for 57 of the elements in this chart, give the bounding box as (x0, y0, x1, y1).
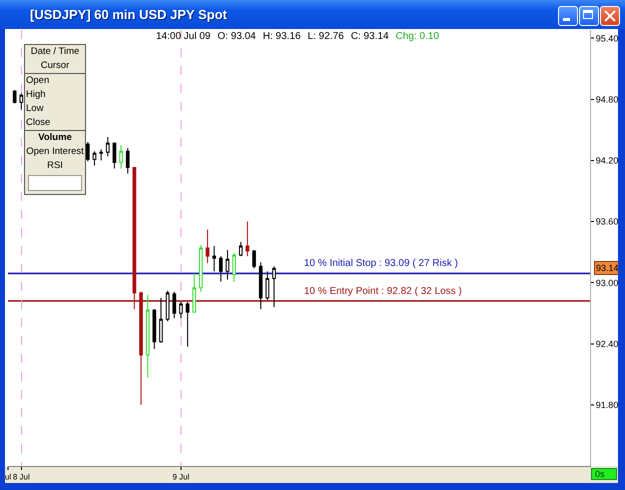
y-tick-label: 93.60 (596, 216, 618, 227)
annotation: L: 92.76 (308, 31, 344, 43)
annotation: 14:00 Jul 09 (156, 31, 210, 43)
candlestick (232, 252, 236, 282)
candlestick (226, 250, 230, 280)
candlestick (266, 270, 270, 300)
candlestick (252, 250, 256, 269)
annotation: Low (26, 102, 44, 116)
candlestick (166, 290, 170, 322)
x-tick-label: ul (4, 472, 12, 482)
candlestick (238, 241, 243, 257)
candlestick (99, 148, 103, 161)
annotation: High (26, 88, 47, 102)
y-tick-label: 94.80 (596, 94, 618, 104)
annotation: RSI (46, 159, 64, 173)
annotation: Close (26, 116, 52, 130)
candlestick (172, 291, 176, 319)
text: 0s (595, 469, 605, 479)
y-tick-label: 91.80 (596, 400, 618, 410)
y-tick-label: 93.00 (596, 278, 618, 288)
chart-title: [USDJPY] 60 min USD JPY Spot (30, 7, 227, 22)
annotation: O: 93.04 (218, 31, 256, 43)
candlestick (86, 142, 90, 162)
y-tick-label: 92.40 (596, 338, 618, 349)
candlestick (258, 262, 263, 310)
candlestick (92, 150, 96, 166)
candlestick (179, 300, 183, 319)
candlestick (152, 308, 156, 350)
candlestick (199, 244, 203, 292)
candlestick (119, 144, 123, 170)
candlestick (159, 297, 163, 344)
candlestick (272, 266, 276, 308)
y-tick-label: 94.20 (596, 156, 618, 166)
y-tick-label: 95.40 (596, 33, 618, 44)
annotation: Open (26, 74, 50, 88)
ref-line-label: 10 % Initial Stop : 93.09 ( 27 Risk ) (304, 258, 458, 269)
annotation: H: 93.16 (262, 31, 301, 43)
candlestick (192, 272, 196, 313)
ref-line-label: 10 % Entry Point : 92.82 ( 32 Loss ) (304, 286, 462, 297)
candlestick (106, 136, 110, 157)
annotation: Chg: 0.10 (396, 31, 440, 43)
candlestick (206, 229, 210, 264)
annotation: Cursor (40, 59, 70, 73)
annotation: Open Interest (25, 145, 85, 159)
candlestick (126, 148, 130, 174)
x-tick-label: 8 Jul (12, 472, 30, 482)
candlestick (212, 245, 216, 272)
candlestick (146, 294, 150, 378)
annotation: Date / Time (30, 45, 80, 59)
candlestick (246, 221, 250, 257)
x-tick-label: 9 Jul (172, 472, 190, 482)
annotation: Volume (37, 131, 73, 145)
annotation: C: 93.14 (350, 31, 389, 43)
candlestick (219, 256, 223, 282)
text: 93.14 (596, 263, 619, 273)
candlestick (186, 301, 190, 348)
candlestick (112, 142, 116, 170)
